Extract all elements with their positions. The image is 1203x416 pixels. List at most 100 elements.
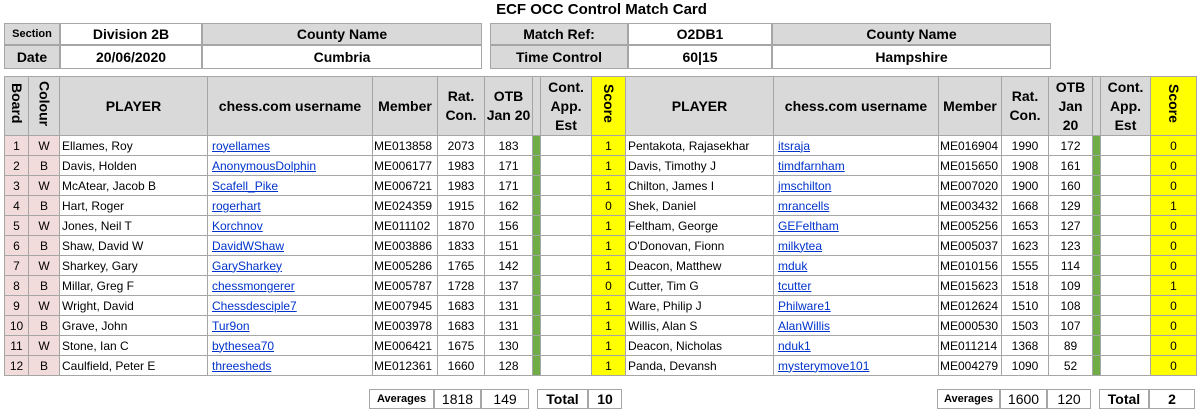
home-cont-est <box>540 275 592 296</box>
away-username-link[interactable]: GEFeltham <box>773 215 939 236</box>
away-member-id: ME007020 <box>938 175 1002 196</box>
home-separator <box>532 335 541 356</box>
home-otb: 137 <box>484 275 533 296</box>
away-player-header: PLAYER <box>625 76 774 136</box>
home-otb: 151 <box>484 235 533 256</box>
away-separator <box>1092 255 1101 276</box>
home-rating: 1915 <box>437 195 485 216</box>
home-username-link[interactable]: chessmongerer <box>207 275 373 296</box>
away-player-name: Ware, Philip J <box>625 295 774 316</box>
away-username-link[interactable]: mysterymove101 <box>773 355 939 376</box>
away-otb: 89 <box>1048 335 1093 356</box>
home-otb: 162 <box>484 195 533 216</box>
home-player-name: Wright, David <box>59 295 208 316</box>
home-rating: 1870 <box>437 215 485 236</box>
home-username-link[interactable]: Scafell_Pike <box>207 175 373 196</box>
home-username-link[interactable]: GarySharkey <box>207 255 373 276</box>
away-otb: 108 <box>1048 295 1093 316</box>
away-separator <box>1092 355 1101 376</box>
home-averages-label: Averages <box>369 389 434 409</box>
table-row: 1 W Ellames, Roy royellames ME013858 2073 183 1… <box>4 135 1197 156</box>
board-number: 1 <box>4 135 29 156</box>
table-row: 4 B Hart, Roger rogerhart ME024359 1915 162 0 Sh… <box>4 195 1197 216</box>
home-username-link[interactable]: Chessdesciple7 <box>207 295 373 316</box>
away-rating: 1623 <box>1001 235 1049 256</box>
away-separator <box>1092 215 1101 236</box>
away-username-link[interactable]: tcutter <box>773 275 939 296</box>
away-separator <box>1092 155 1101 176</box>
home-cont-est <box>540 335 592 356</box>
home-cont-est <box>540 355 592 376</box>
home-player-name: Millar, Greg F <box>59 275 208 296</box>
away-otb: 109 <box>1048 275 1093 296</box>
away-username-link[interactable]: timdfarnham <box>773 155 939 176</box>
home-username-link[interactable]: Korchnov <box>207 215 373 236</box>
away-player-name: Panda, Devansh <box>625 355 774 376</box>
away-rating: 1900 <box>1001 175 1049 196</box>
away-cont-est <box>1100 175 1151 196</box>
away-cont-est <box>1100 295 1151 316</box>
table-row: 6 B Shaw, David W DavidWShaw ME003886 1833 151… <box>4 235 1197 256</box>
home-separator <box>532 295 541 316</box>
home-total-value: 10 <box>588 389 622 409</box>
away-otb: 172 <box>1048 135 1093 156</box>
home-separator <box>532 235 541 256</box>
time-control-value: 60|15 <box>628 45 772 69</box>
colour-cell: W <box>28 175 60 196</box>
match-table: Board Colour PLAYER chess.com username M… <box>4 76 1197 376</box>
home-username-link[interactable]: rogerhart <box>207 195 373 216</box>
away-player-name: Deacon, Matthew <box>625 255 774 276</box>
away-otb: 107 <box>1048 315 1093 336</box>
away-username-link[interactable]: jmschilton <box>773 175 939 196</box>
away-separator-header <box>1092 76 1101 136</box>
colour-cell: B <box>28 155 60 176</box>
home-member-id: ME012361 <box>372 355 438 376</box>
home-username-link[interactable]: bythesea70 <box>207 335 373 356</box>
away-score: 0 <box>1150 295 1197 316</box>
home-username-link[interactable]: royellames <box>207 135 373 156</box>
away-username-link[interactable]: AlanWillis <box>773 315 939 336</box>
table-row: 3 W McAtear, Jacob B Scafell_Pike ME006721 19… <box>4 175 1197 196</box>
home-player-name: Davis, Holden <box>59 155 208 176</box>
away-username-link[interactable]: itsraja <box>773 135 939 156</box>
table-row: 5 W Jones, Neil T Korchnov ME011102 1870 156 1 F… <box>4 215 1197 236</box>
away-player-name: Shek, Daniel <box>625 195 774 216</box>
away-score: 0 <box>1150 355 1197 376</box>
colour-header: Colour <box>28 76 60 136</box>
home-rating: 1983 <box>437 155 485 176</box>
home-separator <box>532 255 541 276</box>
home-separator <box>532 155 541 176</box>
home-member-header: Member <box>372 76 438 136</box>
away-score: 0 <box>1150 315 1197 336</box>
home-score-header: Score <box>591 76 626 136</box>
away-member-id: ME015650 <box>938 155 1002 176</box>
home-username-link[interactable]: DavidWShaw <box>207 235 373 256</box>
home-score: 1 <box>591 235 626 256</box>
away-cont-est <box>1100 235 1151 256</box>
away-otb: 161 <box>1048 155 1093 176</box>
away-member-id: ME016904 <box>938 135 1002 156</box>
away-username-header: chess.com username <box>773 76 939 136</box>
away-username-link[interactable]: mduk <box>773 255 939 276</box>
home-cont-est <box>540 135 592 156</box>
home-score: 1 <box>591 335 626 356</box>
home-otb: 171 <box>484 175 533 196</box>
away-username-link[interactable]: mrancells <box>773 195 939 216</box>
away-otb: 129 <box>1048 195 1093 216</box>
away-cont-est <box>1100 155 1151 176</box>
home-username-link[interactable]: threesheds <box>207 355 373 376</box>
away-score: 0 <box>1150 255 1197 276</box>
home-username-link[interactable]: Tur9on <box>207 315 373 336</box>
home-player-name: McAtear, Jacob B <box>59 175 208 196</box>
away-total-value: 2 <box>1149 389 1195 409</box>
away-username-link[interactable]: milkytea <box>773 235 939 256</box>
home-username-link[interactable]: AnonymousDolphin <box>207 155 373 176</box>
home-otb: 183 <box>484 135 533 156</box>
home-separator <box>532 215 541 236</box>
away-username-link[interactable]: Philware1 <box>773 295 939 316</box>
away-username-link[interactable]: nduk1 <box>773 335 939 356</box>
home-score: 1 <box>591 135 626 156</box>
board-number: 4 <box>4 195 29 216</box>
home-player-name: Caulfield, Peter E <box>59 355 208 376</box>
